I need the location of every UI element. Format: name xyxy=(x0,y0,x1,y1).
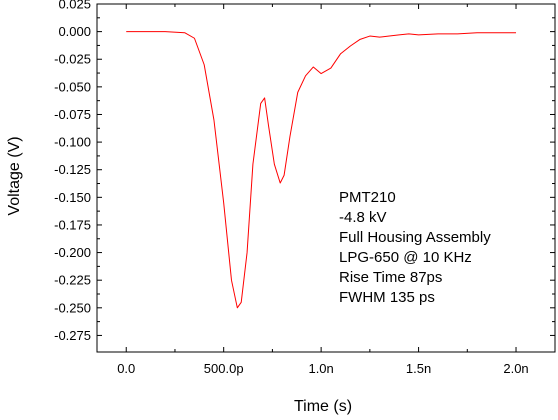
y-tick-labels: 0.025 0.000 -0.025 -0.050 -0.075 -0.100 -0.125… xyxy=(54,0,91,343)
y-tick-label: -0.100 xyxy=(54,135,91,150)
y-tick-label: -0.275 xyxy=(54,328,91,343)
y-tick-label: -0.075 xyxy=(54,107,91,122)
plot-frame xyxy=(96,3,556,353)
annotation-line: -4.8 kV xyxy=(339,209,387,226)
x-axis-title: Time (s) xyxy=(294,398,352,415)
y-tick-label: -0.225 xyxy=(54,273,91,288)
y-tick-label: -0.200 xyxy=(54,245,91,260)
series-layer xyxy=(126,31,517,309)
x-tick-label: 0.0 xyxy=(117,361,135,376)
annotation-line: LPG-650 @ 10 KHz xyxy=(339,249,472,266)
y-tick-label: -0.125 xyxy=(54,162,91,177)
x-tick-label: 1.0n xyxy=(308,361,333,376)
annotation-line: Rise Time 87ps xyxy=(339,269,442,286)
y-tick-label: 0.000 xyxy=(58,24,91,39)
annotation-line: Full Housing Assembly xyxy=(339,229,491,246)
x-tick-label: 500.0p xyxy=(204,361,244,376)
y-tick-label: -0.150 xyxy=(54,190,91,205)
y-tick-label: -0.175 xyxy=(54,217,91,232)
x-tick-label: 1.5n xyxy=(406,361,431,376)
annotation-box: PMT210 -4.8 kV Full Housing Assembly LPG… xyxy=(339,189,491,306)
y-tick-label: 0.025 xyxy=(58,0,91,12)
x-tick-label: 2.0n xyxy=(503,361,528,376)
axis-ticks xyxy=(97,3,555,352)
y-tick-label: -0.250 xyxy=(54,300,91,315)
annotation-line: PMT210 xyxy=(339,189,396,206)
x-tick-labels: 0.0 500.0p 1.0n 1.5n 2.0n xyxy=(117,361,528,376)
annotation-line: FWHM 135 ps xyxy=(339,289,435,306)
y-tick-label: -0.050 xyxy=(54,79,91,94)
signal-trace xyxy=(126,31,517,309)
y-tick-label: -0.025 xyxy=(54,52,91,67)
y-axis-title: Voltage (V) xyxy=(6,136,23,215)
